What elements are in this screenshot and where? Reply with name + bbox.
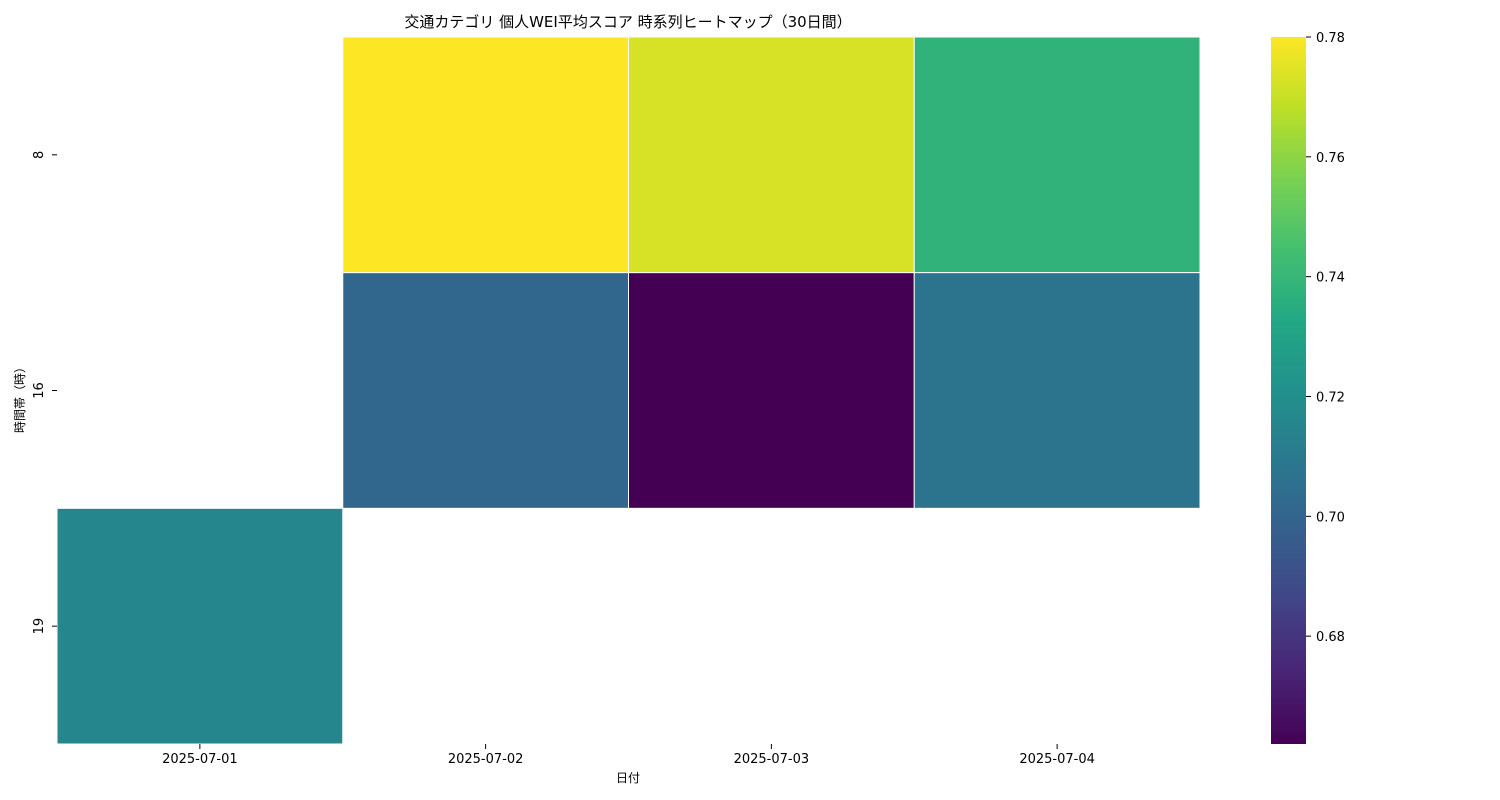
colorbar-tick-label: 0.72 <box>1316 390 1345 405</box>
y-tick-label: 16 <box>32 382 47 399</box>
heatmap-cell <box>342 272 629 509</box>
heatmap-cells <box>56 36 1201 745</box>
x-tick-label: 2025-07-03 <box>734 752 810 767</box>
x-axis-ticks: 2025-07-01 2025-07-02 2025-07-03 2025-07-04 <box>162 744 1095 767</box>
colorbar-tick-label: 0.78 <box>1316 31 1345 46</box>
colorbar-tick-label: 0.68 <box>1316 630 1345 645</box>
x-tick-label: 2025-07-02 <box>448 752 524 767</box>
y-tick-label: 8 <box>32 151 47 159</box>
colorbar-tick-label: 0.74 <box>1316 271 1345 286</box>
colorbar-tick-label: 0.70 <box>1316 510 1345 525</box>
y-axis-ticks: 8 16 19 <box>32 151 57 635</box>
heatmap-cell <box>628 272 915 509</box>
y-tick-label: 19 <box>32 618 47 635</box>
heatmap-cell <box>628 36 915 274</box>
y-axis-label: 時間帯（時） <box>13 361 27 433</box>
heatmap-cell <box>342 36 629 274</box>
x-tick-label: 2025-07-04 <box>1019 752 1095 767</box>
chart-title: 交通カテゴリ 個人WEI平均スコア 時系列ヒートマップ（30日間） <box>404 13 851 31</box>
x-axis-label: 日付 <box>616 771 640 785</box>
colorbar-ticks: 0.68 0.70 0.72 0.74 0.76 0.78 <box>1306 31 1345 645</box>
x-tick-label: 2025-07-01 <box>162 752 238 767</box>
heatmap-cell <box>56 507 344 745</box>
colorbar-tick-label: 0.76 <box>1316 151 1345 166</box>
colorbar <box>1271 37 1306 744</box>
heatmap-cell <box>913 36 1201 274</box>
heatmap-cell <box>913 272 1201 509</box>
